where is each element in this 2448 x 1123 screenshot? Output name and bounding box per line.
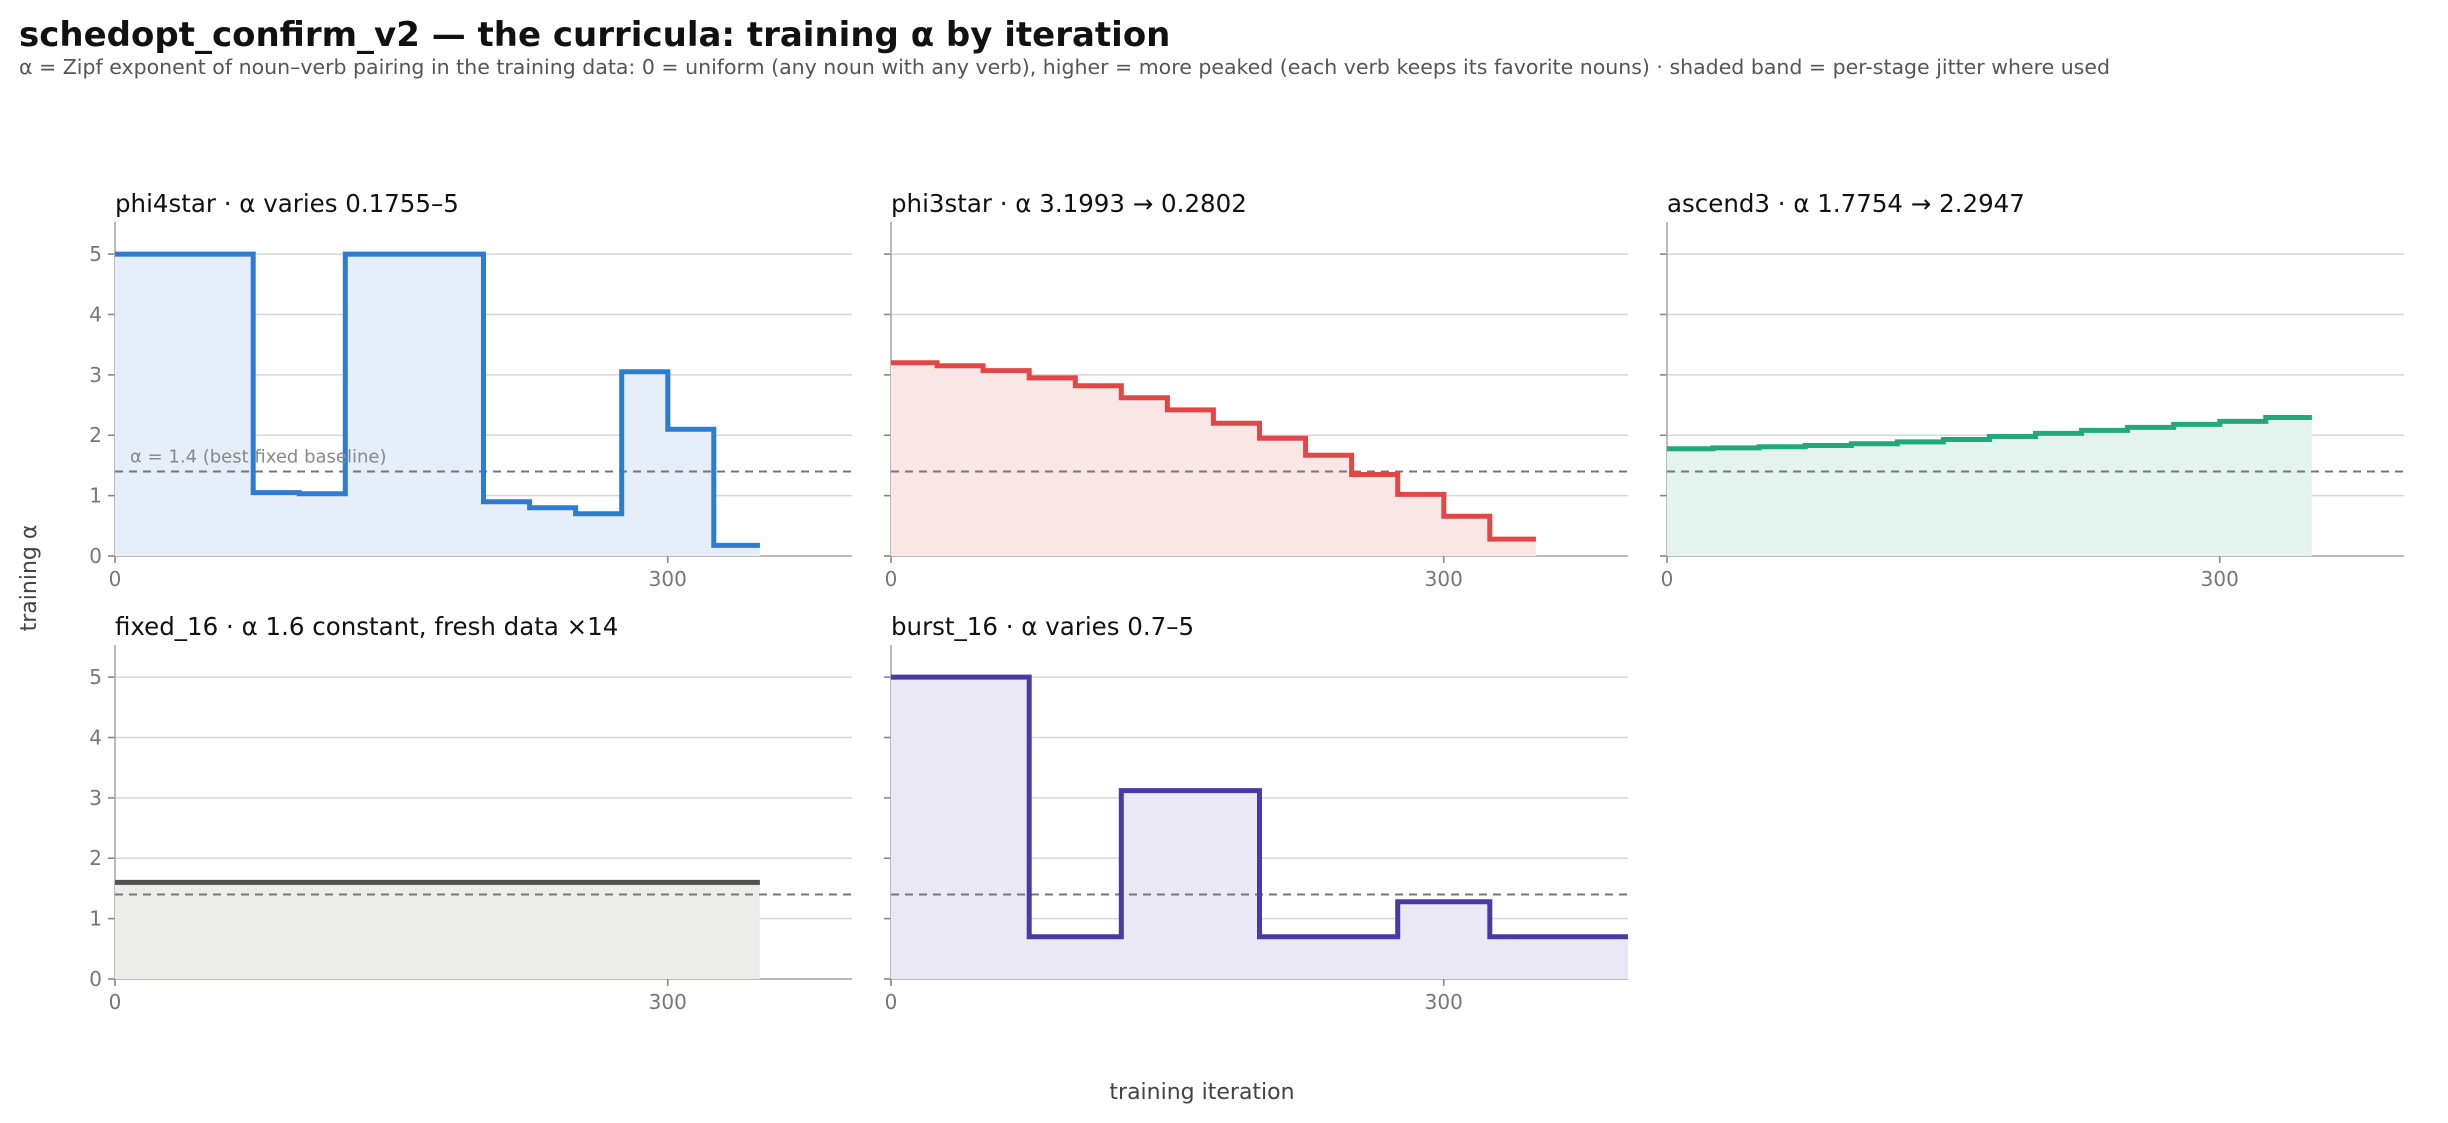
x-tick-label: 0 [885, 990, 898, 1014]
y-tick-label: 5 [89, 665, 102, 689]
subplot-title: phi4star · α varies 0.1755–5 [115, 189, 459, 218]
subplot-phi3star: phi3star · α 3.1993 → 0.2802 0 300 [884, 189, 1628, 591]
y-tick-label: 4 [89, 725, 102, 749]
y-tick-label: 0 [89, 967, 102, 991]
y-tick-label: 2 [89, 423, 102, 447]
y-tick-label: 4 [89, 302, 102, 326]
subplot-title: ascend3 · α 1.7754 → 2.2947 [1667, 189, 2025, 218]
y-tick-label: 1 [89, 907, 102, 931]
y-tick-label: 3 [89, 786, 102, 810]
y-tick-label: 3 [89, 363, 102, 387]
x-tick-label: 300 [1425, 567, 1463, 591]
series-area-fixed_16 [115, 882, 760, 979]
figure-title: schedopt_confirm_v2 — the curricula: tra… [19, 15, 1170, 55]
series-area-ascend3 [1667, 417, 2312, 556]
x-tick-label: 0 [885, 567, 898, 591]
figure-subtitle: α = Zipf exponent of noun–verb pairing i… [19, 55, 2110, 79]
series-line-phi3star [891, 360, 1536, 542]
y-axis-label: training α [17, 525, 42, 632]
subplot-title: burst_16 · α varies 0.7–5 [891, 612, 1194, 641]
x-tick-label: 300 [2201, 567, 2239, 591]
subplot-burst_16: burst_16 · α varies 0.7–5 0 300 [884, 612, 1628, 1014]
subplot-title: phi3star · α 3.1993 → 0.2802 [891, 189, 1247, 218]
subplot-fixed_16: fixed_16 · α 1.6 constant, fresh data ×1… [89, 612, 852, 1014]
series-area-phi3star [891, 362, 1536, 556]
series-line-phi4star [115, 251, 760, 548]
x-tick-label: 300 [649, 567, 687, 591]
baseline-label: α = 1.4 (best fixed baseline) [130, 446, 387, 467]
x-tick-label: 300 [649, 990, 687, 1014]
y-tick-label: 0 [89, 544, 102, 568]
subplot-title: fixed_16 · α 1.6 constant, fresh data ×1… [115, 612, 618, 641]
series-line-ascend3 [1667, 415, 2312, 452]
series-line-burst_16 [891, 674, 1628, 940]
series-area-phi4star [115, 254, 760, 556]
x-tick-label: 0 [109, 990, 122, 1014]
x-axis-label: training iteration [1109, 1080, 1294, 1105]
x-tick-label: 300 [1425, 990, 1463, 1014]
x-tick-label: 0 [109, 567, 122, 591]
y-tick-label: 1 [89, 484, 102, 508]
x-tick-label: 0 [1661, 567, 1674, 591]
y-tick-label: 5 [89, 242, 102, 266]
subplot-phi4star: phi4star · α varies 0.1755–5 0 1 2 3 4 5 0 300 α … [89, 189, 852, 591]
y-tick-label: 2 [89, 846, 102, 870]
subplot-ascend3: ascend3 · α 1.7754 → 2.2947 0 300 [1660, 189, 2404, 591]
